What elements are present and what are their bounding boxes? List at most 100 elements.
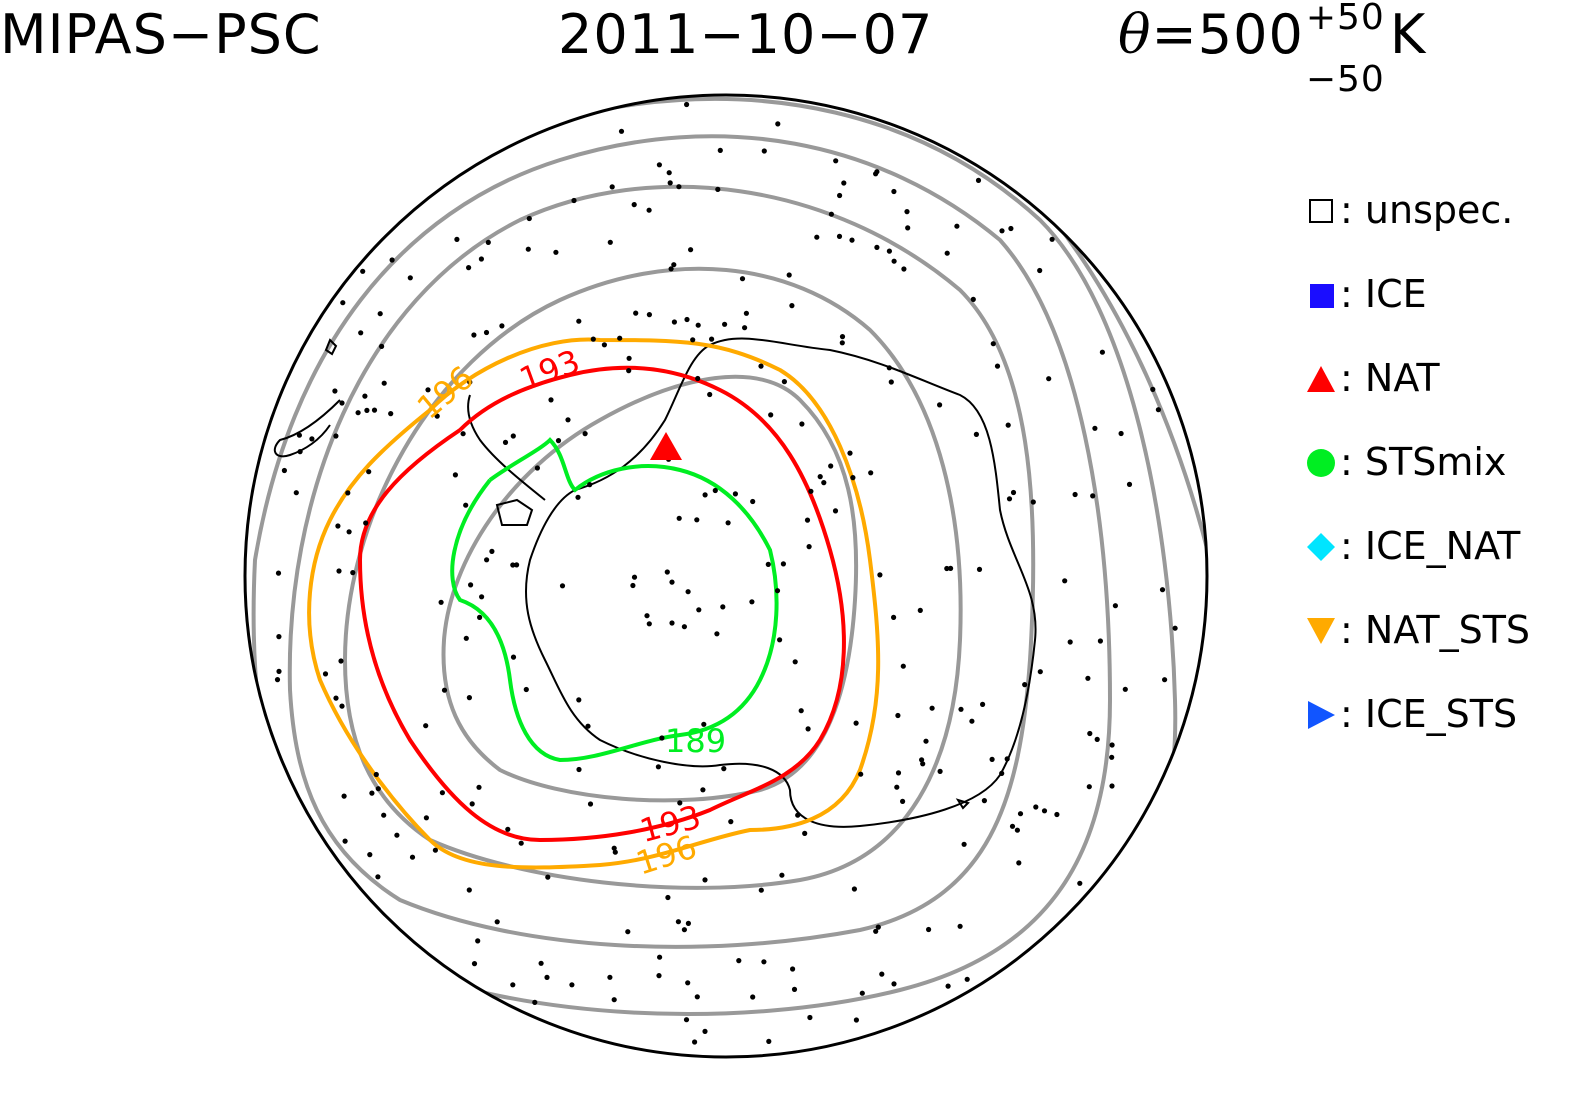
observation-dot xyxy=(646,312,653,318)
observation-dot xyxy=(371,407,378,413)
observation-dot xyxy=(377,311,383,317)
observation-dot xyxy=(369,790,375,796)
coastline-antarctica xyxy=(524,337,1037,828)
observation-dot xyxy=(463,502,469,508)
observation-dot xyxy=(804,517,811,523)
observation-dot xyxy=(1172,625,1178,631)
legend-label-ice-sts: : ICE_STS xyxy=(1340,692,1518,736)
observation-dot xyxy=(476,784,482,790)
observation-dot xyxy=(839,340,845,346)
observation-dot xyxy=(1090,493,1096,499)
observation-dot xyxy=(607,974,613,980)
observation-dot xyxy=(701,721,707,727)
observation-dot xyxy=(1017,811,1024,817)
observation-dot xyxy=(644,613,650,619)
observation-dot xyxy=(702,877,708,883)
observation-dot xyxy=(281,467,287,474)
observation-dot xyxy=(681,624,688,630)
observation-dot xyxy=(839,334,846,340)
observation-dot xyxy=(466,265,472,271)
legend-label-ice: : ICE xyxy=(1340,272,1427,316)
observation-dot xyxy=(904,209,910,215)
legend-label-nat: : NAT xyxy=(1340,356,1440,400)
observation-dot xyxy=(434,413,440,419)
observation-dot xyxy=(407,275,413,281)
observation-dot xyxy=(655,764,662,770)
observation-dot xyxy=(332,388,338,394)
observation-dot xyxy=(905,225,911,231)
observation-dot xyxy=(895,712,901,719)
observation-dot xyxy=(526,215,532,222)
coastline-island-1 xyxy=(324,338,338,356)
theta-symbol: θ xyxy=(1118,3,1152,66)
observation-dot xyxy=(469,801,475,807)
observation-dot xyxy=(970,296,976,302)
observation-dot xyxy=(665,894,671,901)
observation-dot xyxy=(656,162,663,168)
observation-dot xyxy=(477,614,483,621)
legend-label-stsmix: : STSmix xyxy=(1340,440,1507,484)
observation-dot xyxy=(333,433,339,439)
observation-dot xyxy=(853,1017,860,1023)
observation-dot xyxy=(954,223,960,229)
observation-dot xyxy=(683,1017,690,1023)
observation-dot xyxy=(671,319,678,325)
observation-dot xyxy=(774,588,781,594)
observation-dot xyxy=(438,599,444,605)
observation-dot xyxy=(555,438,562,444)
observation-dot xyxy=(338,658,344,664)
observation-dot xyxy=(1037,669,1043,675)
observation-dots xyxy=(274,101,1178,1045)
gray-contour-2 xyxy=(342,266,963,890)
observation-dot xyxy=(990,341,996,347)
observation-dot xyxy=(795,812,801,818)
observation-dot xyxy=(1126,481,1133,487)
observation-dot xyxy=(994,363,1001,369)
observation-dot xyxy=(814,234,820,240)
observation-dot xyxy=(1086,784,1092,790)
observation-dot xyxy=(702,492,708,498)
legend-label-ice-nat: : ICE_NAT xyxy=(1340,524,1521,568)
observation-dot xyxy=(901,266,907,272)
observation-dot xyxy=(790,966,796,972)
observation-dot xyxy=(676,184,682,190)
observation-dot xyxy=(1159,587,1166,593)
observation-dot xyxy=(999,770,1005,777)
observation-dot xyxy=(1004,756,1010,762)
observation-dot xyxy=(732,491,739,497)
observation-dot xyxy=(692,1039,698,1045)
observation-dot xyxy=(891,981,897,987)
observation-dot xyxy=(559,583,566,589)
observation-dot xyxy=(1112,603,1118,609)
observation-dot xyxy=(576,318,582,324)
observation-dot xyxy=(340,300,346,306)
diamond-icon xyxy=(1307,533,1335,561)
observation-dot xyxy=(518,840,524,846)
observation-dot xyxy=(709,336,715,342)
filled-square-icon xyxy=(1310,284,1334,308)
observation-dot xyxy=(766,1038,772,1044)
observation-dot xyxy=(358,330,364,336)
observation-dot xyxy=(571,197,577,204)
coastline-island-2 xyxy=(495,498,534,526)
observation-dot xyxy=(538,960,544,966)
observation-dot xyxy=(394,832,400,838)
observation-dot xyxy=(900,663,906,669)
open-square-icon xyxy=(1309,199,1333,223)
observation-dot xyxy=(468,582,474,588)
observation-dot xyxy=(485,239,491,245)
observation-dot xyxy=(576,697,582,703)
observation-dot xyxy=(989,756,995,763)
observation-dot xyxy=(611,845,617,851)
contour-193 xyxy=(357,365,846,843)
observation-dot xyxy=(832,508,839,514)
observation-dot xyxy=(341,793,347,799)
observation-dot xyxy=(423,815,429,821)
observation-dot xyxy=(463,635,469,641)
observation-dot xyxy=(841,180,847,186)
observation-dot xyxy=(667,180,673,186)
observation-dot xyxy=(475,938,481,944)
observation-dot xyxy=(791,986,798,993)
observation-dot xyxy=(944,250,950,256)
observation-dot xyxy=(366,469,372,475)
